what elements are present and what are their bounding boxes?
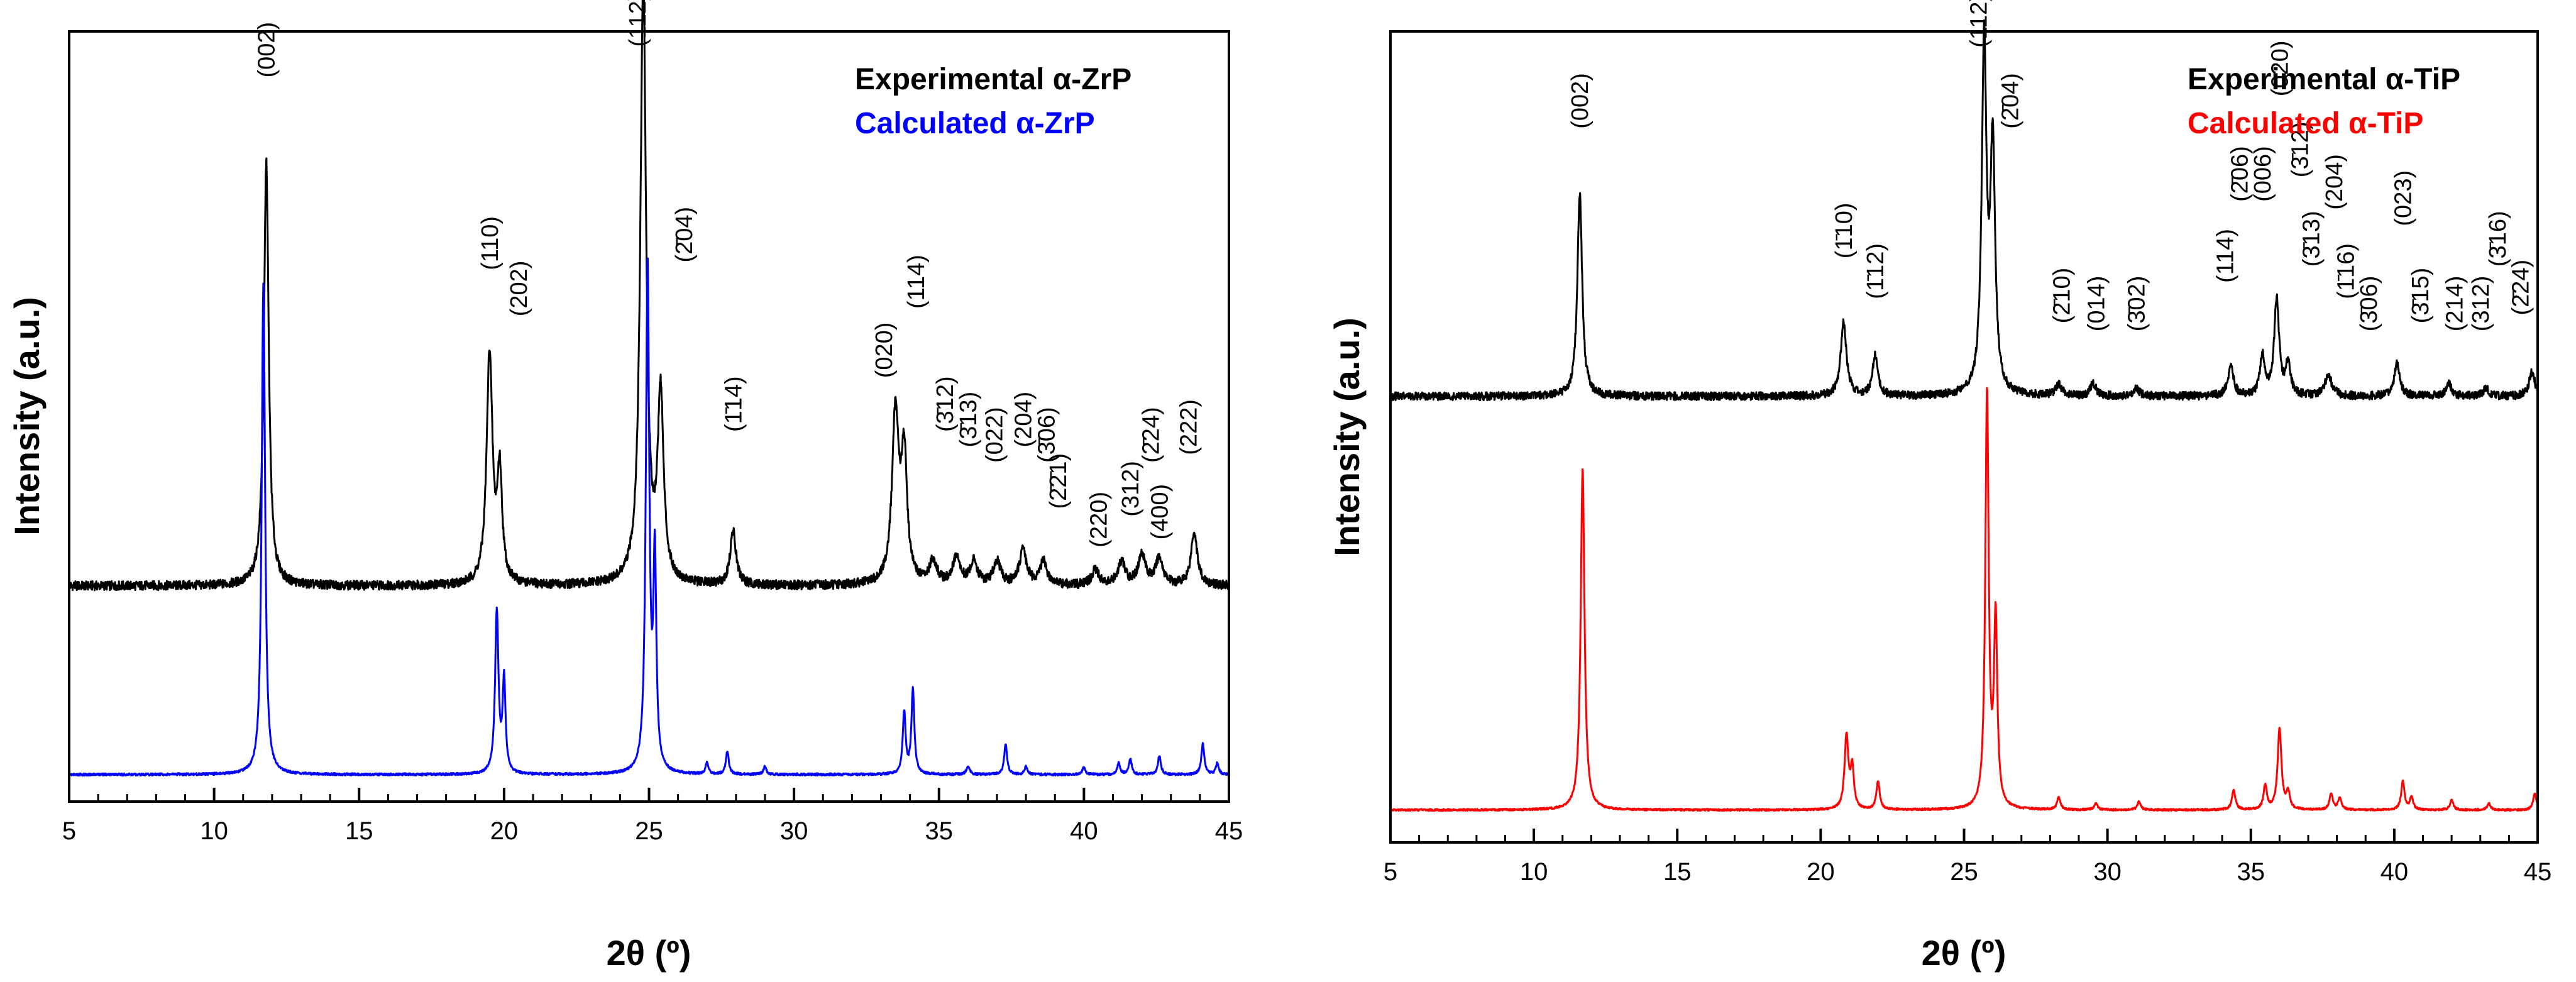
tip-legend-experimental: Experimental α-TiP [2188,63,2460,96]
zrp-peak-label: (400) [1147,484,1173,540]
tip-x-ticks [1389,829,2539,842]
tip-x-tick-labels: 5 10 15 20 25 30 35 40 45 [1384,858,2551,886]
zrp-x-tick-label: 5 [62,817,76,845]
zrp-x-tick-label: 20 [490,817,519,845]
tip-x-tick-label: 5 [1384,858,1397,886]
zrp-x-tick-label: 45 [1215,817,1243,845]
zrp-peak-label: (3̄06) [1033,407,1060,463]
zrp-peak-label: (3̄13) [955,392,982,448]
zrp-peak-labels: (002)(110)(202)(112)(2̄04)(1̄14)(020)(11… [254,0,1203,548]
zrp-peak-label: (112) [625,0,651,47]
zrp-peak-label: (222) [1175,399,1202,455]
tip-series-calculated-line [1389,387,2539,812]
tip-peak-label: (3̄15) [2408,268,2434,324]
zrp-x-tick-label: 35 [925,817,954,845]
zrp-peak-label: (2̄2̄1) [1045,453,1072,509]
zrp-peak-label: (114) [903,255,930,309]
tip-peak-label: (3̄12) [2287,121,2313,177]
tip-x-tick-label: 35 [2237,858,2265,886]
zrp-panel: 5 10 15 20 25 30 35 40 45 (002)(110)(202)(112)(2… [7,0,1243,973]
zrp-peak-label: (202) [506,261,532,317]
zrp-peak-label: (220) [1086,492,1112,548]
tip-x-tick-label: 15 [1663,858,1692,886]
tip-panel: 5 10 15 20 25 30 35 40 45 (002) (1̄10)(1̄12) (112)… [1327,0,2551,973]
tip-peak-label: (204) [2321,154,2348,210]
tip-y-axis-label: Intensity (a.u.) [1327,317,1367,556]
tip-peak-label: (002) [1567,73,1593,129]
zrp-plot-frame [68,30,1230,803]
tip-peak-labels: (002) (1̄10)(1̄12) (112)(2̄04) (2̄10) (014) (… [1567,0,2535,331]
tip-x-tick-label: 40 [2381,858,2409,886]
zrp-x-tick-labels: 5 10 15 20 25 30 35 40 45 [62,817,1243,845]
zrp-peak-label: (2̄04) [671,207,698,263]
tip-series-experimental-line [1389,19,2539,402]
tip-peak-label: (014) [2083,276,2110,332]
zrp-x-tick-label: 25 [635,817,663,845]
tip-peak-label: (114) [2213,229,2239,283]
zrp-peak-label: (312) [1118,461,1144,517]
tip-peak-label: (3̄16) [2485,211,2511,267]
tip-x-axis-label: 2θ (º) [1922,933,2006,973]
tip-peak-label: (312) [2468,276,2494,332]
tip-peak-label: (2̄10) [2049,268,2076,324]
zrp-x-ticks [68,788,1230,802]
tip-peak-label: (3̄02) [2123,276,2150,332]
zrp-peak-label: (110) [477,216,504,270]
tip-peak-label: (2̄04) [1998,73,2024,129]
tip-peak-label: (006) [2250,146,2276,202]
tip-series [1389,19,2539,812]
zrp-x-tick-label: 40 [1070,817,1098,845]
zrp-x-tick-label: 10 [200,817,228,845]
tip-x-tick-label: 10 [1520,858,1548,886]
tip-peak-label: (1̄10) [1831,202,1858,258]
tip-peak-label: (023) [2391,170,2417,226]
zrp-peak-label: (022) [981,407,1008,463]
zrp-series [68,0,1230,777]
tip-x-tick-label: 30 [2093,858,2122,886]
tip-peak-label: (1̄16) [2333,243,2359,299]
tip-peak-label: (3̄06) [2356,276,2382,332]
tip-peak-label: (2̄06) [2227,146,2254,202]
zrp-legend-calculated: Calculated α-ZrP [855,107,1095,140]
zrp-x-tick-label: 15 [345,817,373,845]
tip-x-tick-label: 20 [1807,858,1835,886]
tip-peak-label: (2̄24) [2508,260,2535,316]
zrp-series-calculated-line [68,257,1230,777]
zrp-x-tick-label: 30 [780,817,808,845]
tip-peak-label: (020) [2267,40,2293,96]
tip-x-tick-label: 25 [1950,858,1978,886]
zrp-y-axis-label: Intensity (a.u.) [7,297,47,536]
tip-plot-frame [1389,30,2539,844]
zrp-peak-label: (020) [871,323,898,378]
tip-peak-label: (1̄12) [1863,243,1889,299]
zrp-x-axis-label: 2θ (º) [607,933,691,973]
tip-peak-label: (214) [2442,276,2469,332]
tip-peak-label: (3̄13) [2299,211,2325,267]
tip-x-tick-label: 45 [2524,858,2552,886]
zrp-peak-label: (3̄12) [932,376,959,432]
tip-legend-calculated: Calculated α-TiP [2188,107,2423,140]
zrp-peak-label: (204) [1011,392,1037,448]
zrp-peak-label: (2̄24) [1138,407,1165,463]
zrp-peak-label: (1̄14) [720,376,747,432]
tip-peak-label: (112) [1966,0,1992,48]
zrp-legend-experimental: Experimental α-ZrP [855,63,1131,96]
